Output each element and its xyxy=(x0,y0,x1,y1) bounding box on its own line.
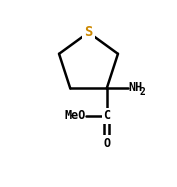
Text: C: C xyxy=(103,109,110,122)
Text: O: O xyxy=(103,137,110,150)
Text: MeO: MeO xyxy=(64,109,85,122)
Text: S: S xyxy=(84,25,93,39)
Text: 2: 2 xyxy=(139,87,145,97)
Text: NH: NH xyxy=(129,81,143,94)
